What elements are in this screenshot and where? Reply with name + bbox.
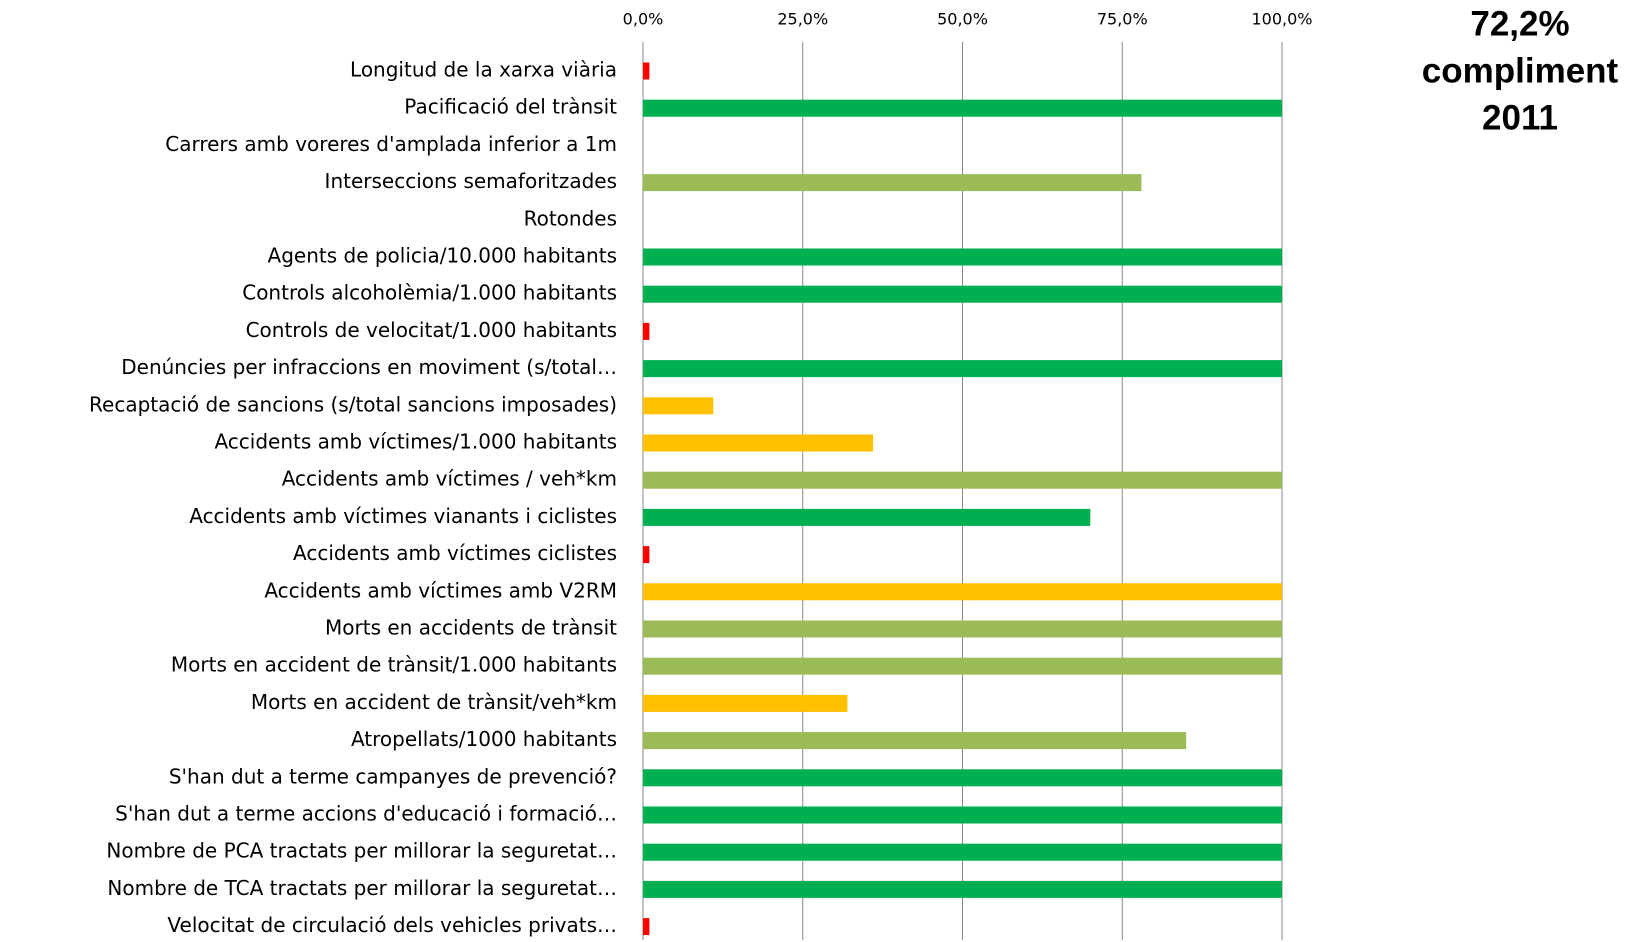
y-tick-label: Accidents amb víctimes amb V2RM [264, 578, 617, 602]
bar [643, 99, 1282, 117]
bar [643, 434, 874, 452]
bar [643, 285, 1282, 303]
y-tick-label: Longitud de la xarxa viària [350, 58, 617, 82]
bar [643, 880, 1282, 898]
annotation: 2011 [1482, 98, 1558, 137]
x-tick-label: 75,0% [1097, 10, 1148, 29]
bar [643, 620, 1282, 638]
bar [643, 843, 1282, 861]
annotation: compliment [1422, 51, 1619, 90]
bar [643, 62, 650, 80]
y-tick-label: Morts en accidents de trànsit [325, 616, 617, 640]
y-tick-label: Interseccions semaforitzades [325, 169, 617, 193]
y-tick-label: Accidents amb víctimes ciclistes [293, 541, 617, 565]
bar [643, 322, 650, 340]
bar [643, 508, 1091, 526]
x-tick-label: 25,0% [777, 10, 828, 29]
y-tick-label: Agents de policia/10.000 habitants [268, 244, 617, 268]
y-tick-label: S'han dut a terme accions d'educació i f… [115, 802, 617, 826]
y-tick-label: Controls de velocitat/1.000 habitants [246, 318, 617, 342]
annotation: 72,2% [1470, 4, 1569, 43]
y-tick-label: S'han dut a terme campanyes de prevenció… [169, 764, 617, 788]
y-tick-label: Rotondes [524, 206, 617, 230]
bar [643, 583, 1282, 601]
bar [643, 806, 1282, 824]
bar [643, 174, 1142, 192]
x-tick-label: 50,0% [937, 10, 988, 29]
y-tick-label: Accidents amb víctimes vianants i ciclis… [189, 504, 617, 528]
y-tick-label: Nombre de TCA tractats per millorar la s… [107, 876, 617, 900]
y-tick-label: Pacificació del trànsit [404, 95, 617, 119]
y-tick-label: Atropellats/1000 habitants [351, 727, 617, 751]
bar [643, 360, 1282, 378]
bar [643, 248, 1282, 266]
y-tick-label: Velocitat de circulació dels vehicles pr… [167, 913, 617, 937]
x-tick-label: 100,0% [1251, 10, 1312, 29]
y-tick-label: Accidents amb víctimes / veh*km [282, 467, 617, 491]
y-tick-label: Controls alcoholèmia/1.000 habitants [242, 281, 617, 305]
bar [643, 397, 714, 415]
y-tick-label: Carrers amb voreres d'amplada inferior a… [165, 132, 617, 156]
bar [643, 694, 848, 712]
bar [643, 657, 1282, 675]
bar [643, 471, 1282, 489]
y-tick-label: Accidents amb víctimes/1.000 habitants [214, 430, 617, 454]
y-tick-label: Nombre de PCA tractats per millorar la s… [106, 839, 617, 863]
x-tick-label: 0,0% [623, 10, 664, 29]
y-tick-label: Denúncies per infraccions en moviment (s… [121, 355, 617, 379]
y-tick-label: Morts en accident de trànsit/1.000 habit… [171, 653, 617, 677]
bar [643, 732, 1187, 750]
bar [643, 546, 650, 564]
y-tick-label: Morts en accident de trànsit/veh*km [251, 690, 617, 714]
bar [643, 769, 1282, 787]
y-tick-label: Recaptació de sancions (s/total sancions… [89, 392, 617, 416]
bar [643, 918, 650, 936]
